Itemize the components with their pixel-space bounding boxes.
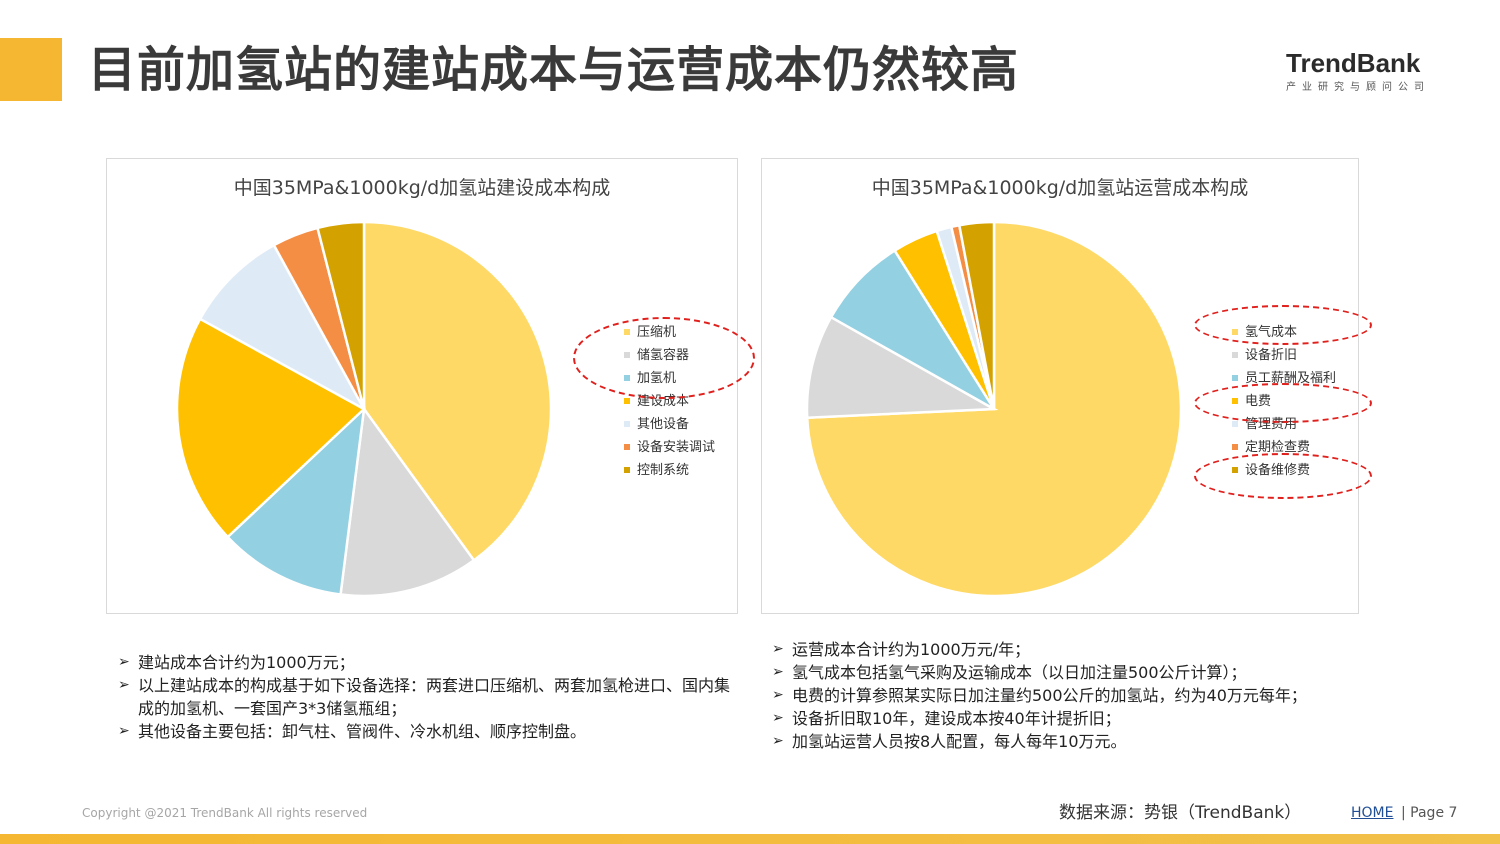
home-link[interactable]: HOME: [1351, 805, 1394, 821]
legend-swatch: [624, 397, 630, 404]
note-item: ➢ 其他设备主要包括：卸气柱、管阀件、冷水机组、顺序控制盘。: [118, 720, 730, 743]
operating-cost-notes: ➢ 运营成本合计约为1000万元/年； ➢ 氢气成本包括氢气采购及运输成本（以日加注…: [772, 638, 1422, 753]
note-item: ➢ 运营成本合计约为1000万元/年；: [772, 638, 1422, 661]
legend-label: 员工薪酬及福利: [1245, 371, 1337, 386]
legend-item: 设备安装调试: [624, 436, 715, 459]
note-text: 加氢站运营人员按8人配置，每人每年10万元。: [792, 732, 1127, 751]
note-bullet: ➢: [772, 687, 784, 703]
note-item: ➢ 以上建站成本的构成基于如下设备选择：两套进口压缩机、两套加氢枪进口、国内集成的…: [118, 674, 730, 720]
bottom-accent-bar: [0, 834, 1500, 844]
note-text: 电费的计算参照某实际日加注量约500公斤的加氢站，约为40万元每年；: [792, 686, 1307, 705]
note-bullet: ➢: [772, 733, 784, 749]
pie-slice: [198, 243, 368, 413]
page-title: 目前加氢站的建站成本与运营成本仍然较高: [88, 42, 1020, 98]
highlight-circle: [1194, 453, 1372, 499]
logo-name: TrendBank: [1286, 48, 1421, 78]
legend-label: 定期检查费: [1245, 440, 1311, 455]
highlight-circle: [573, 317, 755, 399]
logo-subtitle: 产业研究与顾问公司: [1286, 82, 1430, 93]
note-text: 建站成本合计约为1000万元；: [138, 653, 355, 672]
legend-item: 控制系统: [624, 459, 715, 482]
note-item: ➢ 设备折旧取10年，建设成本按40年计提折旧；: [772, 707, 1422, 730]
data-source: 数据来源：势银（TrendBank）: [1059, 803, 1302, 823]
note-item: ➢ 建站成本合计约为1000万元；: [118, 651, 730, 674]
copyright-text: Copyright @2021 TrendBank All rights res…: [82, 806, 368, 820]
legend-swatch: [624, 420, 630, 427]
chart-title: 中国35MPa&1000kg/d加氢站建设成本构成: [233, 177, 611, 199]
note-bullet: ➢: [772, 664, 784, 680]
pie-slice: [339, 405, 476, 598]
pie-slice: [315, 220, 366, 410]
trendbank-logo: TrendBank 产业研究与顾问公司: [1286, 50, 1451, 93]
note-text: 设备折旧取10年，建设成本按40年计提折旧；: [792, 709, 1121, 728]
pie-slice: [175, 317, 367, 539]
note-bullet: ➢: [118, 723, 130, 739]
note-bullet: ➢: [772, 641, 784, 657]
note-item: ➢ 加氢站运营人员按8人配置，每人每年10万元。: [772, 730, 1422, 753]
page-number: | Page 7: [1401, 805, 1458, 821]
legend-label: 控制系统: [637, 463, 690, 478]
legend-item: 设备折旧: [1232, 344, 1336, 367]
construction-cost-pie: [175, 220, 553, 598]
operating-cost-pie: [805, 220, 1183, 598]
legend-swatch: [1232, 374, 1238, 381]
title-accent-block: [0, 38, 62, 101]
pie-slice: [362, 220, 553, 563]
legend-swatch: [1232, 443, 1238, 450]
highlight-circle: [1194, 305, 1372, 345]
note-bullet: ➢: [772, 710, 784, 726]
note-item: ➢ 氢气成本包括氢气采购及运输成本（以日加注量500公斤计算）；: [772, 661, 1422, 684]
pie-slice: [225, 405, 366, 596]
legend-item: 定期检查费: [1232, 436, 1336, 459]
note-bullet: ➢: [118, 677, 130, 693]
legend-swatch: [624, 466, 630, 473]
legend-swatch: [624, 443, 630, 450]
legend-swatch: [1232, 420, 1238, 427]
construction-cost-chart: 中国35MPa&1000kg/d加氢站建设成本构成 压缩机 储氢容器 加氢机 建设成本…: [106, 158, 755, 614]
legend-label: 其他设备: [637, 417, 690, 432]
note-bullet: ➢: [118, 654, 130, 670]
legend-item: 员工薪酬及福利: [1232, 367, 1336, 390]
note-text: 其他设备主要包括：卸气柱、管阀件、冷水机组、顺序控制盘。: [138, 722, 587, 741]
construction-cost-notes: ➢ 建站成本合计约为1000万元； ➢ 以上建站成本的构成基于如下设备选择：两套进口…: [118, 651, 730, 743]
legend-swatch: [1232, 351, 1238, 358]
pie-slice: [805, 315, 999, 420]
note-text: 以上建站成本的构成基于如下设备选择：两套进口压缩机、两套加氢枪进口、国内集成的加…: [138, 676, 731, 718]
note-item: ➢ 电费的计算参照某实际日加注量约500公斤的加氢站，约为40万元每年；: [772, 684, 1422, 707]
pie-slice: [957, 220, 996, 410]
operating-cost-chart: 中国35MPa&1000kg/d加氢站运营成本构成 氢气成本 设备折旧 员工薪酬及福…: [761, 158, 1372, 614]
note-text: 运营成本合计约为1000万元/年；: [792, 640, 1031, 659]
pie-slice: [829, 248, 996, 411]
legend-label: 设备安装调试: [637, 440, 716, 455]
note-text: 氢气成本包括氢气采购及运输成本（以日加注量500公斤计算）；: [792, 663, 1247, 682]
chart-title: 中国35MPa&1000kg/d加氢站运营成本构成: [871, 177, 1249, 199]
legend-item: 其他设备: [624, 413, 715, 436]
legend-label: 设备折旧: [1245, 348, 1298, 363]
highlight-circle: [1194, 383, 1372, 423]
